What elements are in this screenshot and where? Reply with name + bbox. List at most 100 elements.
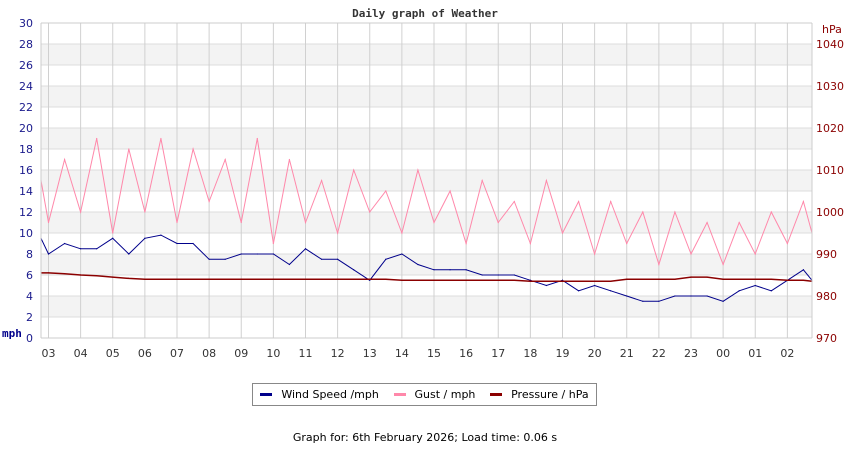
data-point-wind bbox=[256, 253, 258, 255]
data-point-gust bbox=[304, 221, 307, 224]
left-tick-label: 18 bbox=[19, 143, 33, 156]
x-tick-label: 02 bbox=[780, 347, 794, 360]
grid-band bbox=[41, 86, 812, 107]
data-point-pressure bbox=[481, 279, 483, 281]
series-line-pressure bbox=[41, 272, 813, 283]
data-point-pressure bbox=[208, 278, 210, 280]
x-tick-label: 17 bbox=[491, 347, 505, 360]
data-point-wind bbox=[224, 258, 226, 260]
x-tick-label: 10 bbox=[266, 347, 280, 360]
data-point-pressure bbox=[288, 278, 291, 280]
left-tick-label: 12 bbox=[19, 206, 33, 219]
data-point-pressure bbox=[545, 280, 548, 282]
grid-lines bbox=[41, 22, 812, 339]
data-point-pressure bbox=[706, 276, 708, 278]
weather-chart: Daily graph of Weather 02468101214161820… bbox=[2, 7, 844, 360]
left-axis-label: mph bbox=[2, 327, 22, 340]
data-point-pressure bbox=[320, 278, 323, 280]
data-point-gust bbox=[497, 221, 499, 224]
legend-item-wind: Wind Speed /mph bbox=[260, 388, 379, 401]
data-point-wind bbox=[144, 237, 146, 239]
left-tick-label: 14 bbox=[19, 185, 33, 198]
left-tick-label: 24 bbox=[19, 80, 33, 93]
data-point-pressure bbox=[192, 278, 194, 280]
data-point-pressure bbox=[674, 278, 676, 280]
legend-label-gust: Gust / mph bbox=[414, 388, 476, 401]
data-point-wind bbox=[513, 274, 515, 276]
grid-band bbox=[41, 170, 812, 191]
x-tick-label: 19 bbox=[555, 347, 569, 360]
data-point-wind bbox=[594, 284, 596, 287]
data-point-gust bbox=[240, 221, 242, 224]
grid-band bbox=[41, 212, 812, 233]
data-point-gust bbox=[658, 263, 660, 266]
data-point-wind bbox=[610, 290, 612, 292]
data-point-wind bbox=[353, 269, 355, 271]
right-axis-label: hPa bbox=[822, 23, 842, 36]
legend-item-gust: Gust / mph bbox=[393, 388, 476, 401]
data-point-pressure bbox=[658, 278, 660, 280]
x-tick-label: 14 bbox=[395, 347, 409, 360]
data-point-pressure bbox=[63, 273, 66, 275]
data-point-pressure bbox=[112, 276, 114, 278]
x-tick-label: 18 bbox=[523, 347, 537, 360]
data-point-gust bbox=[128, 148, 130, 150]
data-point-gust bbox=[577, 200, 580, 203]
data-point-gust bbox=[369, 211, 371, 213]
legend-swatch-pressure bbox=[490, 393, 503, 396]
data-point-gust bbox=[401, 232, 403, 234]
data-point-gust bbox=[417, 169, 419, 171]
x-tick-label: 12 bbox=[331, 347, 345, 360]
data-point-gust bbox=[626, 242, 628, 245]
data-point-gust bbox=[706, 221, 708, 224]
data-point-wind bbox=[63, 242, 66, 245]
data-point-pressure bbox=[738, 278, 740, 280]
data-point-pressure bbox=[722, 278, 724, 280]
data-point-wind bbox=[96, 248, 98, 250]
right-tick-label: 1020 bbox=[816, 122, 844, 135]
data-point-pressure bbox=[401, 279, 403, 281]
legend-item-pressure: Pressure / hPa bbox=[490, 388, 589, 401]
data-point-wind bbox=[706, 295, 708, 297]
data-point-pressure bbox=[272, 278, 274, 280]
x-tick-label: 22 bbox=[652, 347, 666, 360]
data-point-gust bbox=[337, 232, 339, 234]
data-point-wind bbox=[658, 300, 660, 302]
left-tick-label: 2 bbox=[26, 311, 33, 324]
legend-swatch-wind bbox=[260, 393, 273, 396]
data-point-pressure bbox=[577, 280, 580, 282]
data-point-gust bbox=[80, 211, 82, 213]
data-point-gust bbox=[690, 253, 692, 255]
data-point-pressure bbox=[176, 278, 178, 280]
data-point-pressure bbox=[304, 278, 307, 280]
data-point-gust bbox=[754, 253, 756, 255]
data-point-gust bbox=[288, 158, 291, 161]
data-point-gust bbox=[802, 200, 805, 203]
x-tick-label: 16 bbox=[459, 347, 473, 360]
data-point-wind bbox=[80, 248, 82, 250]
data-point-pressure bbox=[802, 279, 805, 281]
data-point-pressure bbox=[353, 278, 355, 280]
data-point-gust bbox=[770, 211, 772, 213]
right-tick-label: 990 bbox=[816, 248, 837, 261]
data-point-pressure bbox=[224, 278, 226, 280]
right-tick-label: 980 bbox=[816, 290, 837, 303]
right-tick-label: 1010 bbox=[816, 164, 844, 177]
data-point-wind bbox=[481, 274, 483, 276]
data-point-gust bbox=[449, 190, 451, 192]
data-point-gust bbox=[96, 137, 98, 140]
data-point-pressure bbox=[96, 275, 98, 277]
data-point-pressure bbox=[256, 278, 258, 280]
data-point-wind bbox=[337, 258, 339, 260]
data-point-wind bbox=[674, 295, 676, 297]
right-tick-label: 1030 bbox=[816, 80, 844, 93]
data-point-wind bbox=[128, 253, 130, 255]
footer-text: Graph for: 6th February 2026; Load time:… bbox=[292, 431, 558, 444]
x-tick-label: 09 bbox=[234, 347, 248, 360]
x-tick-label: 08 bbox=[202, 347, 216, 360]
x-tick-label: 21 bbox=[620, 347, 634, 360]
data-point-gust bbox=[385, 190, 387, 192]
axes: 0246810121416182022242628309709809901000… bbox=[19, 17, 844, 360]
legend: Wind Speed /mph Gust / mph Pressure / hP… bbox=[252, 383, 597, 406]
series-line-wind bbox=[40, 234, 813, 302]
